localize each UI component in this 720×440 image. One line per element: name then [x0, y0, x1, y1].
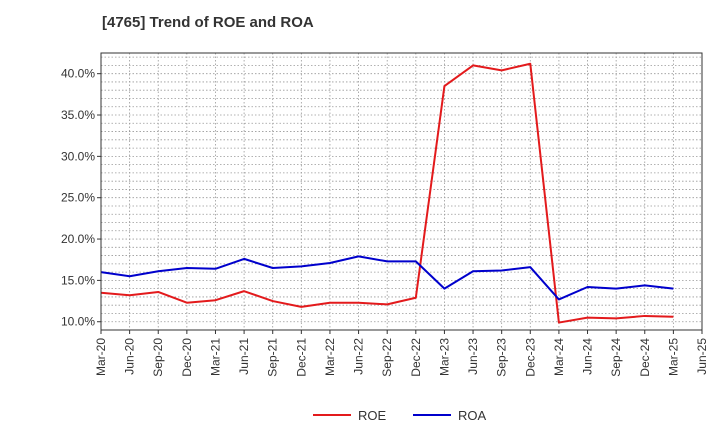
x-tick-label: Mar-23: [437, 338, 451, 376]
plot-frame: [100, 52, 703, 331]
x-tick-label: Sep-22: [380, 338, 394, 377]
x-tick-label: Dec-22: [409, 338, 423, 377]
series-line-roe: [100, 62, 674, 324]
legend-label-roe: ROE: [358, 408, 387, 423]
series-line-roa: [100, 255, 674, 301]
plot-background: [101, 53, 702, 330]
y-tick-label: 30.0%: [61, 149, 95, 163]
x-tick-label: Mar-24: [552, 338, 566, 376]
y-tick-label: 10.0%: [61, 315, 95, 329]
x-tick-label: Jun-21: [237, 338, 251, 375]
x-tick-label: Jun-22: [352, 338, 366, 375]
series-group: [100, 62, 674, 324]
x-tick-label: Sep-23: [495, 338, 509, 377]
axes: 10.0% 15.0% 20.0% 25.0% 30.0% 35.0% 40.0% Mar-2…: [61, 52, 709, 377]
x-tick-label: Sep-20: [151, 338, 165, 377]
x-tick-label: Dec-23: [523, 338, 537, 377]
x-tick-label: Mar-21: [208, 338, 222, 376]
legend-label-roa: ROA: [458, 408, 487, 423]
x-tick-label: Dec-21: [294, 338, 308, 377]
x-tick-label: Mar-22: [323, 338, 337, 376]
x-tick-label: Mar-20: [94, 338, 108, 376]
y-tick-label: 15.0%: [61, 273, 95, 287]
y-tick-label: 20.0%: [61, 232, 95, 246]
y-tick-label: 25.0%: [61, 191, 95, 205]
legend: ROE ROA: [313, 408, 487, 423]
chart-title: [4765] Trend of ROE and ROA: [102, 14, 314, 31]
x-tick-label: Sep-24: [609, 338, 623, 377]
y-tick-label: 40.0%: [61, 67, 95, 81]
x-tick-label: Mar-25: [666, 338, 680, 376]
x-tick-label: Jun-25: [695, 338, 709, 375]
y-tick-label: 35.0%: [61, 108, 95, 122]
x-tick-label: Dec-24: [638, 338, 652, 377]
x-tick-label: Jun-20: [123, 338, 137, 375]
x-tick-label: Jun-23: [466, 338, 480, 375]
x-tick-label: Jun-24: [581, 338, 595, 375]
x-tick-label: Sep-21: [266, 338, 280, 377]
x-tick-label: Dec-20: [180, 338, 194, 377]
plot-area: [101, 53, 702, 330]
